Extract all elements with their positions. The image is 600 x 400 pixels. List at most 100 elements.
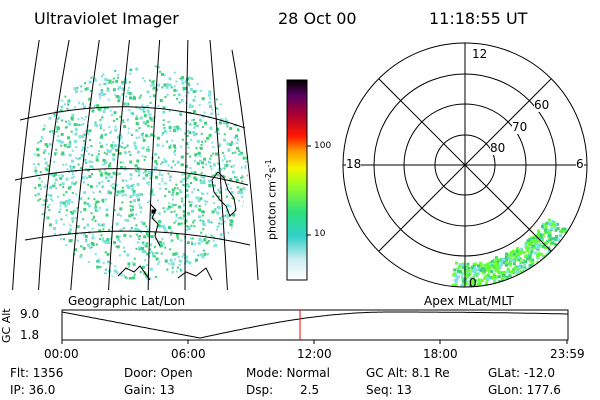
- emission-pixel: [65, 163, 68, 166]
- emission-pixel: [142, 138, 146, 142]
- emission-pixel: [128, 109, 131, 112]
- emission-pixel: [71, 113, 75, 117]
- aurora-pixel: [472, 273, 476, 277]
- emission-pixel: [146, 228, 150, 232]
- emission-pixel: [96, 209, 99, 212]
- emission-pixel: [76, 86, 79, 89]
- emission-pixel: [135, 224, 138, 227]
- emission-pixel: [170, 230, 173, 233]
- aurora-pixel: [562, 237, 566, 241]
- aurora-pixel: [567, 232, 571, 236]
- emission-pixel: [71, 176, 73, 179]
- emission-pixel: [68, 142, 72, 146]
- emission-pixel: [62, 163, 65, 166]
- emission-pixel: [80, 167, 83, 169]
- emission-pixel: [78, 157, 81, 160]
- emission-pixel: [71, 149, 74, 152]
- emission-pixel: [211, 210, 215, 214]
- emission-pixel: [193, 160, 196, 163]
- emission-pixel: [202, 228, 205, 231]
- emission-pixel: [115, 148, 119, 152]
- emission-pixel: [219, 233, 223, 237]
- aurora-pixel: [514, 255, 518, 259]
- emission-pixel: [139, 116, 143, 120]
- aurora-pixel: [461, 279, 465, 283]
- emission-pixel: [60, 238, 63, 241]
- emission-pixel: [191, 191, 194, 194]
- emission-pixel: [198, 208, 202, 212]
- emission-pixel: [65, 200, 68, 203]
- emission-pixel: [71, 159, 74, 163]
- emission-pixel: [144, 259, 147, 262]
- emission-pixel: [108, 126, 111, 129]
- emission-pixel: [36, 153, 40, 157]
- emission-pixel: [204, 121, 208, 125]
- emission-pixel: [196, 139, 200, 143]
- aurora-pixel: [508, 263, 512, 267]
- aurora-pixel: [455, 261, 458, 265]
- emission-pixel: [106, 106, 109, 109]
- emission-pixel: [123, 274, 126, 277]
- emission-pixel: [60, 144, 63, 147]
- alt-tick-high: 9.0: [20, 307, 40, 321]
- emission-pixel: [172, 204, 175, 207]
- emission-pixel: [202, 181, 205, 184]
- aurora-pixel: [532, 235, 536, 239]
- emission-pixel: [181, 217, 184, 220]
- emission-pixel: [103, 82, 106, 85]
- emission-pixel: [107, 164, 111, 168]
- emission-pixel: [176, 236, 179, 239]
- emission-pixel: [122, 87, 126, 91]
- emission-pixel: [104, 251, 107, 254]
- emission-pixel: [119, 214, 122, 217]
- emission-pixel: [212, 152, 215, 155]
- emission-pixel: [133, 217, 136, 220]
- emission-pixel: [90, 145, 93, 147]
- aurora-pixel: [517, 252, 521, 256]
- emission-pixel: [123, 246, 125, 249]
- emission-pixel: [94, 123, 97, 126]
- emission-pixel: [78, 135, 82, 139]
- emission-pixel: [51, 130, 54, 132]
- emission-pixel: [99, 141, 102, 144]
- aurora-pixel: [466, 262, 470, 266]
- emission-pixel: [48, 209, 51, 212]
- emission-pixel: [82, 146, 86, 150]
- aurora-pixel: [544, 246, 547, 249]
- aurora-pixel: [472, 263, 476, 267]
- emission-pixel: [228, 219, 231, 222]
- emission-pixel: [84, 234, 88, 238]
- emission-pixel: [160, 225, 163, 228]
- emission-pixel: [180, 200, 183, 203]
- emission-pixel: [173, 210, 176, 213]
- emission-pixel: [158, 66, 161, 69]
- emission-pixel: [149, 248, 152, 251]
- emission-pixel: [239, 214, 241, 217]
- emission-pixel: [175, 233, 179, 237]
- emission-pixel: [146, 90, 150, 94]
- emission-pixel: [166, 83, 170, 87]
- emission-pixel: [158, 220, 161, 224]
- emission-pixel: [216, 211, 220, 215]
- emission-pixel: [209, 97, 212, 100]
- emission-pixel: [169, 130, 172, 132]
- emission-pixel: [159, 99, 163, 102]
- aurora-pixel: [469, 279, 473, 283]
- emission-pixel: [173, 252, 177, 256]
- emission-pixel: [75, 193, 78, 196]
- emission-pixel: [92, 167, 95, 170]
- emission-pixel: [234, 151, 237, 154]
- emission-pixel: [161, 86, 164, 89]
- emission-pixel: [119, 134, 122, 137]
- emission-pixel: [170, 262, 174, 266]
- emission-pixel: [161, 144, 164, 147]
- aurora-pixel: [524, 242, 528, 246]
- aurora-pixel: [511, 249, 515, 253]
- aurora-pixel: [486, 262, 490, 266]
- emission-pixel: [133, 257, 136, 260]
- emission-pixel: [147, 145, 150, 148]
- emission-pixel: [81, 102, 84, 105]
- emission-pixel: [170, 166, 173, 169]
- emission-pixel: [91, 165, 94, 168]
- emission-pixel: [116, 270, 119, 273]
